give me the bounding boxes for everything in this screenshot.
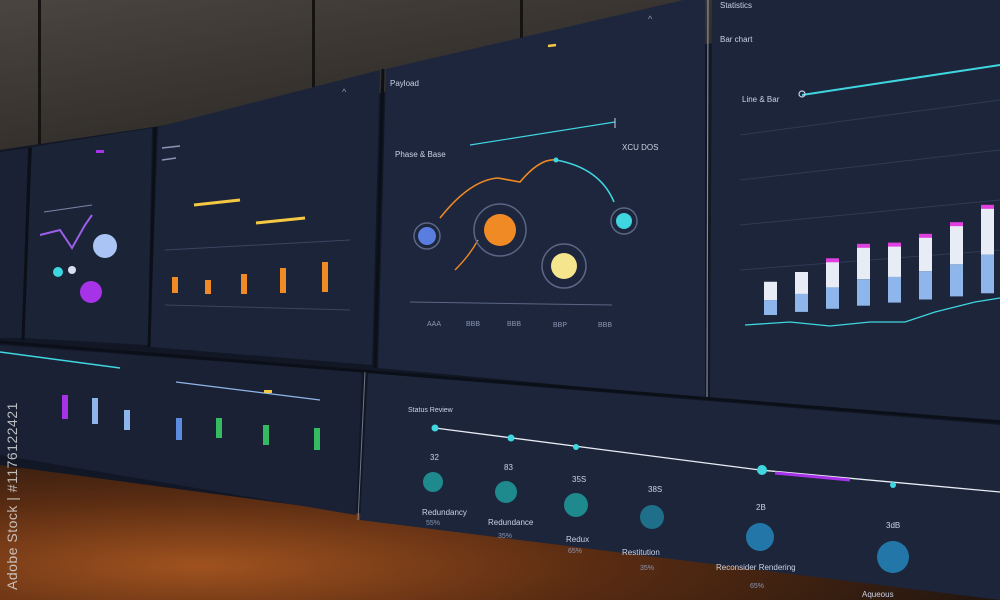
step-4-icon (746, 523, 774, 551)
panel-bars (150, 70, 380, 365)
bar-4 (280, 268, 286, 293)
right-bar-5 (919, 236, 932, 272)
svg-text:Redundance: Redundance (488, 518, 534, 527)
svg-text:55%: 55% (426, 520, 440, 527)
right-bar-cap-4 (888, 242, 901, 247)
network-legend: Phase & Base (395, 150, 446, 159)
panel-right-bars (710, 0, 1000, 420)
bubble-white (68, 266, 76, 274)
right-bar-lower-0 (764, 300, 777, 315)
step-1-icon (495, 481, 517, 503)
step-0-icon (423, 472, 443, 492)
bar-2 (205, 280, 211, 294)
svg-text:Aqueous: Aqueous (862, 590, 894, 599)
network-title: Payload (390, 79, 419, 88)
x-tick-2: BBB (507, 321, 521, 328)
bubble-blue (93, 234, 117, 258)
right-bar-4 (888, 245, 901, 277)
svg-text:Reconsider Rendering: Reconsider Rendering (716, 563, 796, 572)
x-tick-0: AAA (427, 321, 441, 328)
svg-text:35S: 35S (572, 475, 586, 484)
right-subtitle: Bar chart (720, 35, 753, 44)
right-bar-1 (795, 272, 808, 294)
node-orange (484, 214, 516, 246)
node-yellow (551, 253, 577, 279)
gauge-bar-2 (255, 216, 306, 225)
right-bars-series (764, 204, 994, 315)
right-bar-lower-5 (919, 271, 932, 300)
x-tick-4: BBB (598, 322, 612, 329)
svg-text:32: 32 (430, 453, 439, 462)
bottom-left-content (0, 351, 321, 450)
panel-network (378, 0, 705, 398)
node-blue (418, 227, 436, 245)
svg-text:^: ^ (342, 87, 347, 97)
node-cyan (616, 213, 632, 229)
network-panel-content: Payload Phase & Base XCU DOS ^ AAA BBB B… (390, 14, 658, 329)
bar-5 (322, 262, 328, 292)
svg-text:3dB: 3dB (886, 521, 900, 530)
step-3-icon (640, 505, 664, 529)
bar-3 (241, 274, 247, 294)
right-title: Statistics (720, 1, 752, 10)
right-bar-lower-1 (795, 293, 808, 312)
right-bar-7 (981, 207, 994, 255)
step-5-icon (877, 541, 909, 573)
timeline-step-2: 35S Redux 65% (564, 475, 589, 555)
bars-panel-content: ^ (161, 87, 351, 311)
svg-text:83: 83 (504, 463, 513, 472)
svg-text:65%: 65% (750, 583, 764, 590)
right-bar-cap-7 (981, 204, 994, 209)
svg-text:2B: 2B (756, 503, 766, 512)
right-bars-content: Statistics Bar chart Line & Bar (720, 1, 1000, 327)
panel-far-left (0, 148, 28, 338)
right-bar-6 (950, 225, 963, 265)
timeline-step-1: 83 Redundance 35% (488, 463, 534, 540)
left-small-chart (39, 150, 117, 303)
timeline-step-3: 38S Restitution 35% (622, 485, 664, 572)
svg-text:65%: 65% (568, 548, 582, 555)
right-bar-cap-5 (919, 233, 932, 238)
svg-text:Redux: Redux (566, 535, 589, 544)
svg-text:35%: 35% (498, 533, 512, 540)
x-tick-1: BBB (466, 321, 480, 328)
watermark: Adobe Stock | #1176122421 (4, 402, 20, 590)
bubble-cyan (53, 267, 63, 277)
bottom-timeline: Status Review 32 Redundancy 55% 83 Redun… (408, 407, 1000, 599)
panel-bottom-timeline (360, 373, 1000, 600)
right-bar-cap-2 (826, 258, 839, 263)
right-bar-0 (764, 281, 777, 301)
timeline-step-4: 2B Reconsider Rendering 65% (716, 503, 796, 590)
right-bar-lower-2 (826, 287, 839, 309)
right-bar-3 (857, 246, 870, 280)
svg-text:38S: 38S (648, 485, 662, 494)
svg-text:Redundancy: Redundancy (422, 508, 467, 517)
x-tick-3: BBP (553, 322, 567, 329)
right-bar-lower-4 (888, 276, 901, 303)
right-bar-lower-3 (857, 279, 870, 306)
svg-text:35%: 35% (640, 565, 654, 572)
right-legend: Line & Bar (742, 95, 780, 104)
network-right-label: XCU DOS (622, 143, 658, 152)
timeline-step-0: 32 Redundancy 55% (422, 453, 467, 527)
panel-left-small (24, 128, 152, 345)
timeline-step-5: 3dB Aqueous (862, 521, 909, 599)
svg-text:^: ^ (648, 14, 653, 24)
timeline-title: Status Review (408, 407, 454, 414)
bubble-purple (80, 281, 102, 303)
right-bar-cap-6 (950, 222, 963, 227)
right-bar-cap-3 (857, 243, 870, 248)
right-bar-2 (826, 261, 839, 288)
svg-text:Restitution: Restitution (622, 548, 660, 557)
right-bar-lower-7 (981, 254, 994, 294)
gauge-bar-1 (193, 198, 241, 207)
right-bar-lower-6 (950, 264, 963, 297)
step-2-icon (564, 493, 588, 517)
bar-1 (172, 277, 178, 293)
